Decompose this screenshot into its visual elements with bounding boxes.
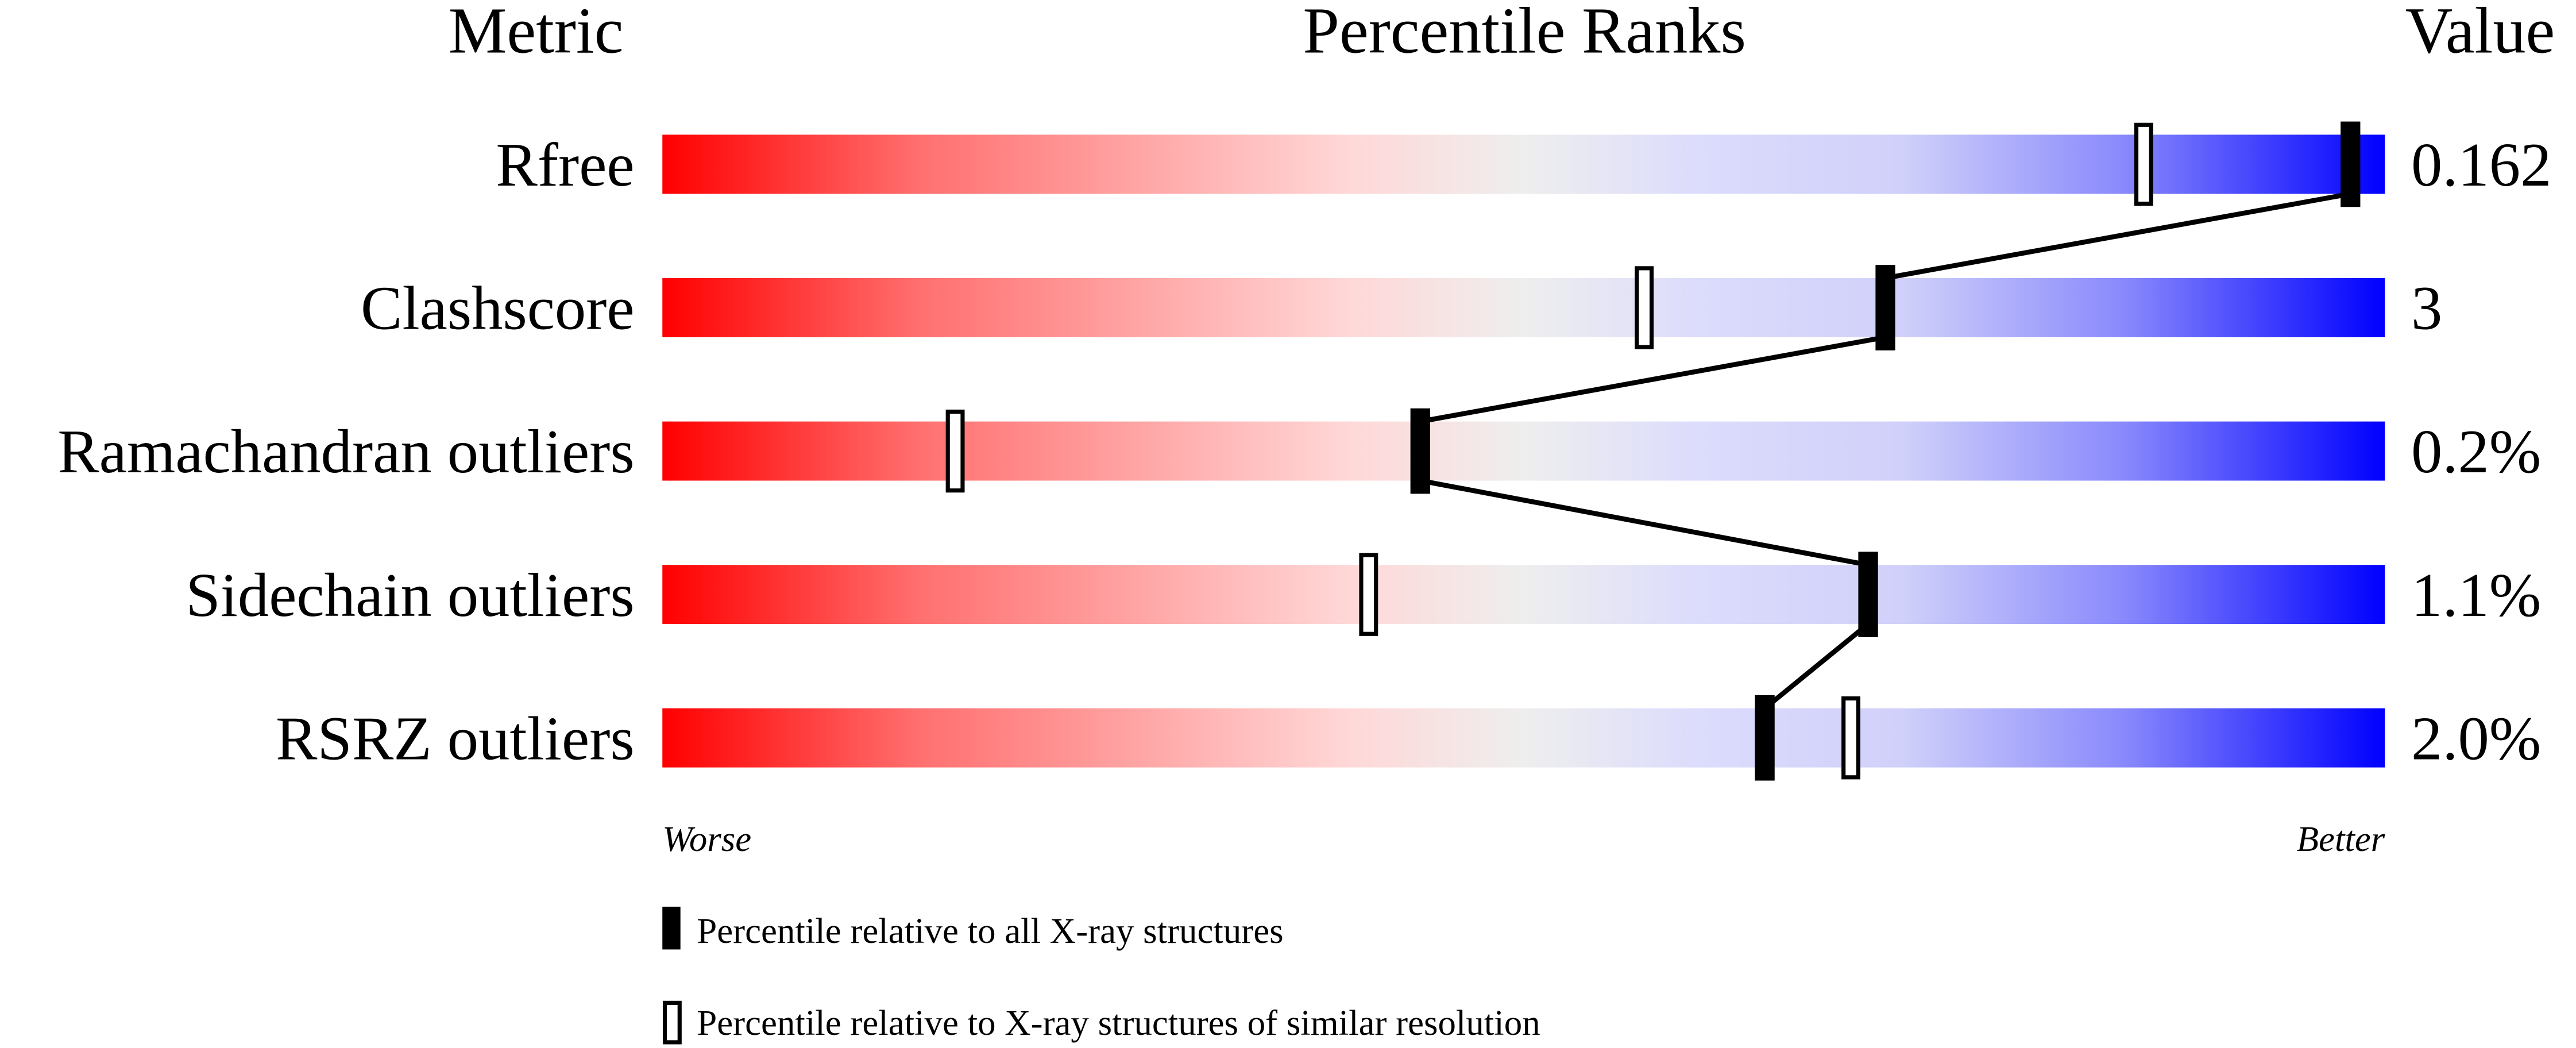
- all-structures-marker: [1858, 552, 1878, 637]
- metric-value: 3: [2411, 274, 2442, 343]
- percentile-ranks-header: Percentile Ranks: [1303, 0, 1746, 67]
- similar-resolution-marker: [1841, 696, 1861, 780]
- legend-all: Percentile relative to all X-ray structu…: [697, 911, 1283, 951]
- metric-label: RSRZ outliers: [276, 704, 635, 773]
- all-structures-marker: [1755, 695, 1775, 781]
- metric-value: 0.2%: [2411, 417, 2541, 486]
- connector-line: [1420, 478, 1869, 568]
- legend-similar: Percentile relative to X-ray structures …: [697, 1003, 1540, 1043]
- percentile-bar: [662, 134, 2385, 194]
- percentile-bar: [662, 565, 2385, 625]
- value-header: Value: [2405, 0, 2555, 67]
- all-structures-marker: [1875, 265, 1895, 350]
- metric-value: 0.162: [2411, 130, 2551, 199]
- metric-header: Metric: [449, 0, 624, 67]
- similar-resolution-marker: [1635, 266, 1654, 349]
- metric-value: 2.0%: [2411, 704, 2541, 773]
- percentile-bar: [662, 278, 2385, 337]
- connector-line: [1763, 622, 1870, 711]
- connector-line: [1420, 334, 1886, 424]
- legend-open-marker-icon: [662, 1000, 682, 1045]
- metric-label: Ramachandran outliers: [57, 417, 634, 486]
- all-structures-marker: [1410, 408, 1430, 494]
- metric-value: 1.1%: [2411, 561, 2541, 630]
- metric-label: Sidechain outliers: [186, 561, 634, 630]
- similar-resolution-marker: [945, 409, 965, 493]
- worse-label: Worse: [662, 819, 751, 859]
- similar-resolution-marker: [1359, 553, 1378, 636]
- percentile-bar: [662, 421, 2385, 481]
- better-label: Better: [2297, 819, 2385, 859]
- legend-filled-marker-icon: [662, 907, 681, 950]
- connector-line: [1884, 191, 2351, 281]
- metric-label: Rfree: [496, 130, 634, 199]
- percentile-bar: [662, 708, 2385, 768]
- similar-resolution-marker: [2134, 122, 2153, 206]
- metric-label: Clashscore: [361, 274, 635, 343]
- all-structures-marker: [2341, 121, 2361, 207]
